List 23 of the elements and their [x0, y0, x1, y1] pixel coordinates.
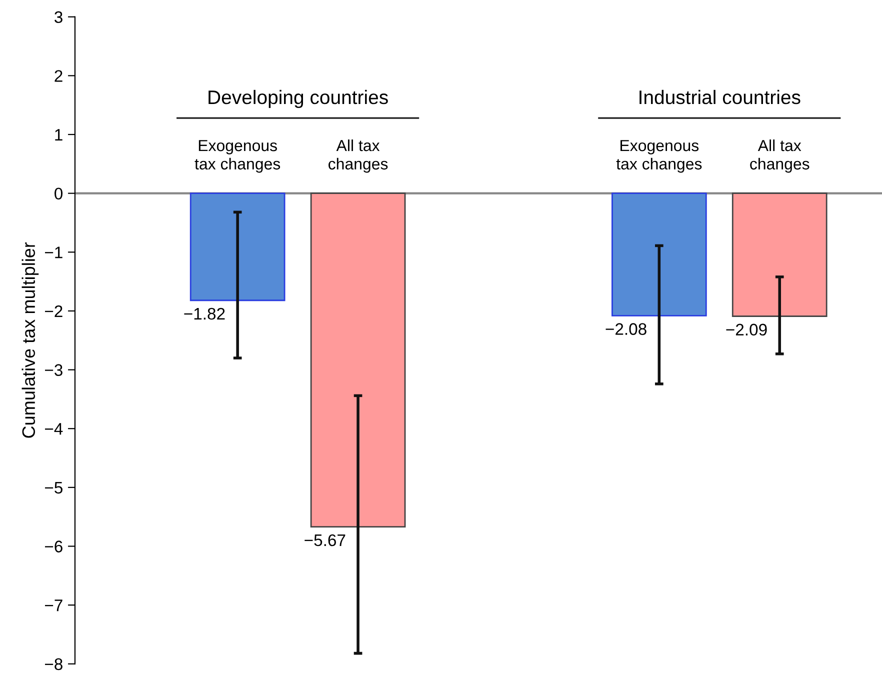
x-tick-label: All tax changes [750, 139, 810, 173]
y-tick-label: 2 [54, 70, 62, 82]
x-tick-label: Exogenous tax changes [194, 140, 280, 173]
y-tick-label: −7 [44, 600, 62, 612]
y-tick-label: 3 [54, 11, 62, 24]
y-tick-label: −8 [44, 658, 62, 670]
data-label: −2.09 [726, 324, 767, 336]
annotation: Industrial countries [640, 90, 800, 104]
y-tick-label: −4 [44, 423, 63, 435]
data-label: −5.67 [304, 534, 346, 546]
x-tick-label: Exogenous tax changes [616, 140, 702, 173]
y-tick-label: −3 [44, 364, 62, 376]
y-tick-label: −2 [44, 305, 62, 317]
y-tick-label: −5 [44, 482, 62, 494]
y-tick-label: 0 [54, 188, 63, 200]
y-tick-label: 1 [55, 129, 62, 141]
x-tick-label: All tax changes [328, 139, 388, 173]
y-tick-label: −6 [44, 540, 62, 552]
y-axis-title: Cumulative tax multiplier [22, 242, 39, 438]
y-tick-label: −1 [44, 246, 62, 258]
data-label: −2.08 [606, 323, 646, 335]
data-label: −1.82 [184, 308, 225, 320]
annotation: Developing countries [208, 90, 388, 108]
